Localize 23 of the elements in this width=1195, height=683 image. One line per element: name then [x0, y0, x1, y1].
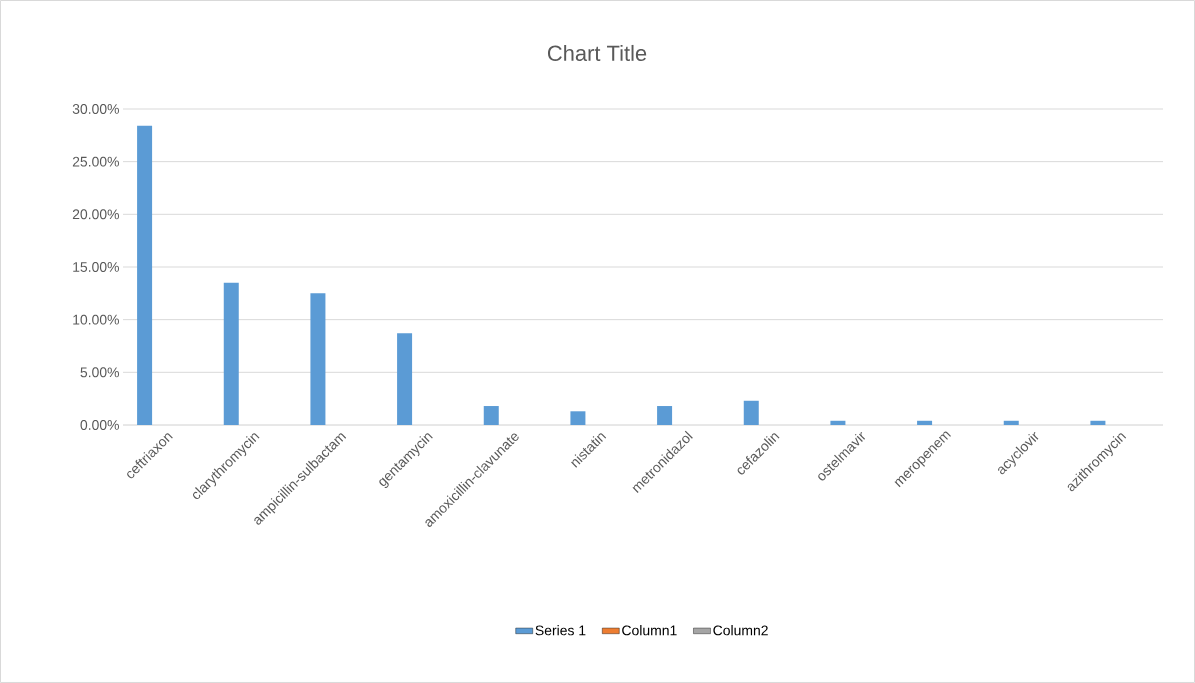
y-tick-label: 15.00% — [73, 262, 119, 272]
bar — [483, 406, 499, 425]
legend-label: Series 1 — [535, 625, 586, 636]
y-tick-label: 20.00% — [72, 209, 119, 220]
y-tick-label: 0.00% — [80, 420, 119, 430]
chart-title: Chart Title — [547, 44, 647, 62]
bar — [917, 420, 933, 425]
bar — [743, 400, 759, 425]
y-tick-label: 25.00% — [72, 156, 119, 167]
bar — [397, 333, 413, 425]
legend-label: Column1 — [622, 625, 677, 636]
bar — [657, 406, 673, 425]
legend-label: Column2 — [713, 625, 768, 636]
bar — [830, 420, 846, 425]
bar — [137, 125, 153, 425]
bar — [570, 411, 586, 425]
bar — [223, 282, 239, 425]
bar — [310, 293, 326, 425]
y-tick-label: 5.00% — [80, 367, 119, 378]
y-tick-label: 10.00% — [73, 314, 119, 325]
bar — [1003, 420, 1019, 425]
y-tick-label: 30.00% — [72, 104, 119, 114]
bar — [1090, 420, 1106, 425]
